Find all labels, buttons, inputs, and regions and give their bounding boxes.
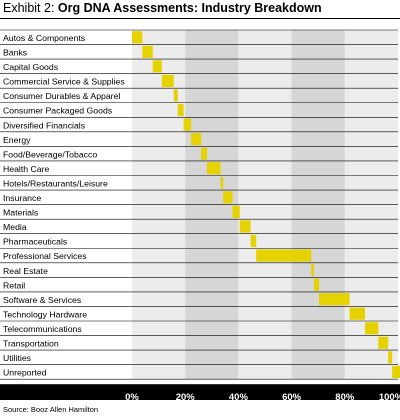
bar [161, 74, 174, 87]
bar [313, 278, 319, 291]
category-label: Unreported [3, 368, 47, 378]
bar [256, 249, 312, 262]
category-label: Professional Services [3, 251, 87, 261]
bar-chart: Autos & Components Banks Capital Goods Comm… [0, 29, 400, 400]
bar [142, 45, 153, 58]
exhibit-number: Exhibit 2: [3, 1, 55, 15]
category-label: Autos & Components [3, 33, 86, 43]
bar [177, 103, 184, 117]
bar [378, 336, 389, 349]
category-label: Pharmaceuticals [3, 237, 68, 247]
category-label: Media [3, 222, 27, 232]
bar [220, 176, 224, 189]
x-tick-label: 80% [335, 392, 355, 400]
category-label: Real Estate [3, 266, 48, 276]
category-label: Insurance [3, 193, 41, 203]
bar [207, 162, 221, 175]
category-label: Commercial Service & Supplies [3, 77, 125, 87]
category-label: Materials [3, 208, 39, 218]
bar [349, 307, 366, 320]
category-label: Technology Hardware [3, 309, 87, 319]
x-tick-label: 60% [282, 392, 302, 400]
category-label: Hotels/Restaurants/Leisure [3, 178, 108, 188]
bar [223, 191, 233, 204]
category-label: Health Care [3, 164, 50, 174]
x-tick-label: 0% [125, 392, 139, 400]
axis-strip [0, 384, 400, 400]
bar [173, 89, 178, 102]
x-tick-label: 20% [176, 392, 196, 400]
bar [191, 133, 202, 146]
bar [392, 365, 400, 378]
category-label: Transportation [3, 339, 59, 349]
bar [250, 234, 257, 248]
bar [232, 205, 240, 218]
category-label: Consumer Packaged Goods [3, 106, 113, 116]
category-label: Utilities [3, 353, 32, 363]
x-tick-label: 100% [379, 392, 400, 400]
title-rule [0, 18, 400, 19]
bar [132, 31, 143, 44]
category-label: Banks [3, 48, 28, 58]
category-label: Telecommunications [3, 324, 82, 334]
bar [239, 220, 251, 233]
bar [365, 322, 379, 335]
chart-title: Exhibit 2: Org DNA Assessments: Industry… [3, 1, 322, 15]
category-label: Consumer Durables & Apparel [3, 91, 120, 101]
bar [311, 264, 314, 277]
x-tick-label: 40% [229, 392, 249, 400]
bar [183, 118, 192, 131]
category-label: Retail [3, 280, 25, 290]
category-label: Diversified Financials [3, 120, 86, 130]
category-label: Software & Services [3, 295, 82, 305]
bar [318, 293, 350, 306]
chart-title-text: Org DNA Assessments: Industry Breakdown [57, 1, 322, 15]
bar [152, 60, 162, 73]
category-label: Energy [3, 135, 31, 145]
bar [388, 351, 393, 364]
bar [201, 147, 208, 160]
source-note: Source: Booz Allen Hamilton [3, 405, 99, 414]
category-label: Capital Goods [3, 62, 59, 72]
category-label: Food/Beverage/Tobacco [3, 149, 97, 159]
